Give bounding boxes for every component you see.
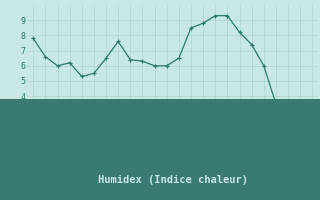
Text: Humidex (Indice chaleur): Humidex (Indice chaleur) [98, 174, 248, 185]
